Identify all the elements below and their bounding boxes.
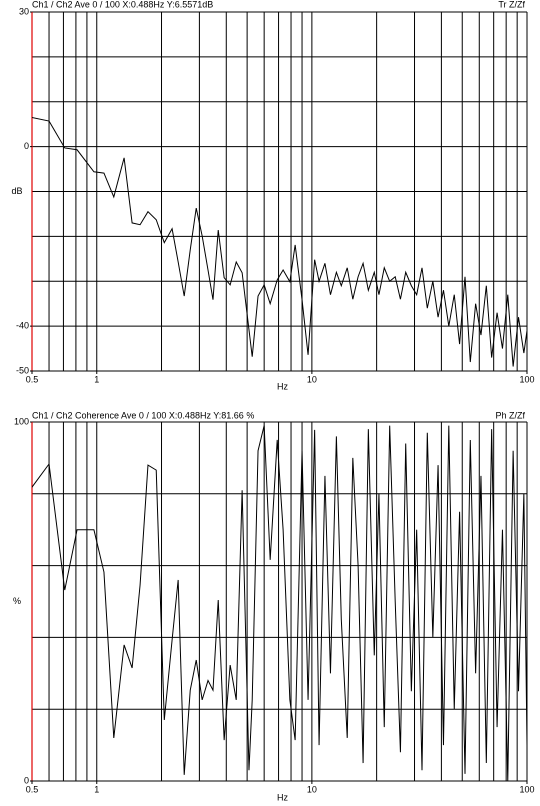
x-axis-label: Hz xyxy=(277,792,288,802)
chart-mode: Ph Z/Zf xyxy=(495,410,525,420)
x-tick-label: 100 xyxy=(519,374,534,384)
x-tick-label: 1 xyxy=(94,374,99,384)
data-line xyxy=(32,425,527,781)
y-tick-label: -50 xyxy=(16,365,29,375)
y-tick-label: 0 xyxy=(24,141,29,151)
x-tick-label: 10 xyxy=(307,784,317,794)
x-tick-label: 1 xyxy=(94,784,99,794)
chart-title: Ch1 / Ch2 Ave 0 / 100 X:0.488Hz Y:6.5571… xyxy=(32,0,213,9)
chart-panel: Ch1 / Ch2 Coherence Ave 0 / 100 X:0.488H… xyxy=(13,410,535,802)
chart-panel: Ch1 / Ch2 Ave 0 / 100 X:0.488Hz Y:6.5571… xyxy=(11,0,534,391)
data-line xyxy=(32,116,527,367)
x-tick-label: 0.5 xyxy=(26,784,39,794)
y-tick-label: 100 xyxy=(14,416,29,426)
chart-title: Ch1 / Ch2 Coherence Ave 0 / 100 X:0.488H… xyxy=(32,410,254,420)
y-axis-label: dB xyxy=(11,186,22,196)
x-tick-label: 0.5 xyxy=(26,374,39,384)
chart-mode: Tr Z/Zf xyxy=(498,0,525,9)
y-axis-label: % xyxy=(13,596,21,606)
x-tick-label: 100 xyxy=(519,784,534,794)
y-tick-label: 0 xyxy=(24,775,29,785)
y-tick-label: -40 xyxy=(16,321,29,331)
x-axis-label: Hz xyxy=(277,381,288,391)
x-tick-label: 10 xyxy=(307,374,317,384)
y-tick-label: 30 xyxy=(19,6,29,16)
